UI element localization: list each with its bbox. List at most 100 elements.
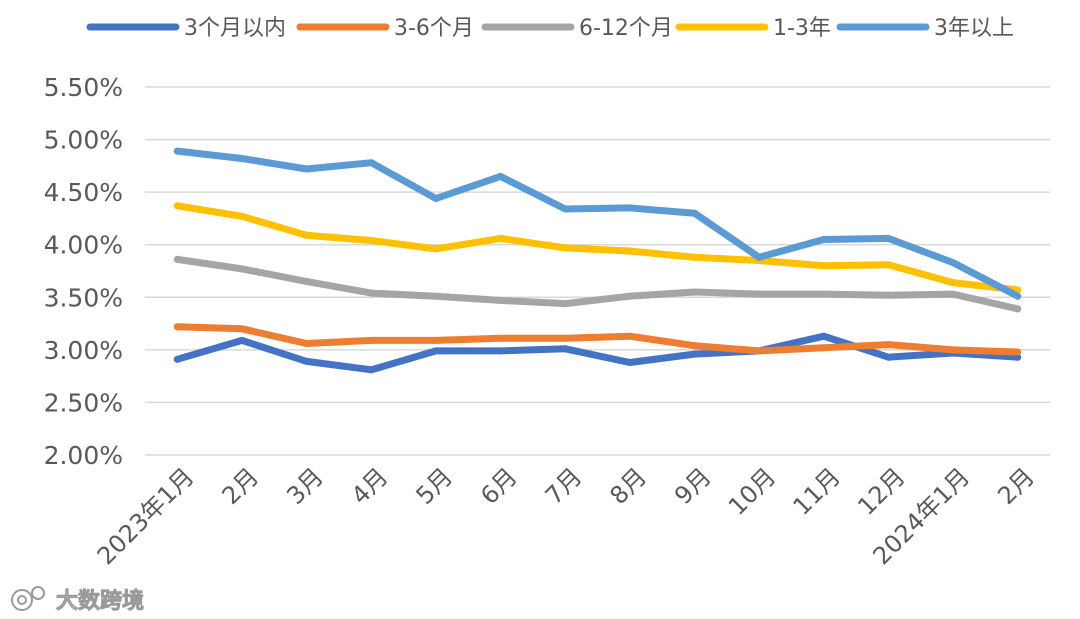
x-tick-label: 11月 (788, 462, 846, 520)
data-point (238, 325, 246, 333)
data-point (173, 323, 181, 331)
data-point (884, 291, 892, 299)
data-point (626, 332, 634, 340)
y-tick-label: 2.50% (44, 388, 123, 417)
data-point (561, 205, 569, 213)
y-tick-label: 3.00% (44, 336, 123, 365)
grid-lines (145, 86, 1050, 456)
data-point (755, 290, 763, 298)
y-tick-label: 2.00% (44, 441, 123, 470)
data-point (949, 259, 957, 267)
series-lines (173, 147, 1022, 374)
data-point (367, 366, 375, 374)
legend-label: 6-12个月 (579, 16, 673, 41)
series-line-5 (173, 147, 1022, 300)
data-point (884, 261, 892, 269)
data-point (690, 288, 698, 296)
x-tick-label: 9月 (669, 462, 717, 510)
data-point (626, 247, 634, 255)
watermark: 大数跨境 (11, 586, 144, 614)
data-point (690, 342, 698, 350)
data-point (173, 255, 181, 263)
data-point (497, 296, 505, 304)
data-point (497, 172, 505, 180)
data-point (884, 353, 892, 361)
data-point (820, 332, 828, 340)
data-point (820, 344, 828, 352)
data-point (561, 244, 569, 252)
data-point (884, 341, 892, 349)
y-tick-label: 5.00% (44, 126, 123, 155)
x-tick-label: 8月 (604, 462, 652, 510)
data-point (1014, 292, 1022, 300)
x-tick-label: 7月 (540, 462, 588, 510)
data-point (432, 336, 440, 344)
data-point (690, 209, 698, 217)
data-point (820, 235, 828, 243)
data-point (303, 278, 311, 286)
data-point (755, 347, 763, 355)
legend: 3个月以内 3-6个月 6-12个月 1-3年 3年以上 (86, 16, 1014, 41)
data-point (238, 154, 246, 162)
data-point (238, 212, 246, 220)
data-point (497, 234, 505, 242)
data-point (497, 334, 505, 342)
x-tick-label: 12月 (852, 462, 910, 520)
data-point (432, 292, 440, 300)
data-point (949, 279, 957, 287)
data-point (367, 289, 375, 297)
data-point (1014, 353, 1022, 361)
data-point (561, 345, 569, 353)
legend-label: 3个月以内 (184, 16, 286, 41)
data-point (173, 147, 181, 155)
data-point (690, 253, 698, 261)
series-line-1 (173, 332, 1022, 374)
x-tick-label: 2023年1月 (92, 462, 200, 570)
data-point (626, 204, 634, 212)
data-point (432, 194, 440, 202)
data-point (755, 253, 763, 261)
data-point (303, 231, 311, 239)
data-point (303, 357, 311, 365)
data-point (432, 347, 440, 355)
y-tick-label: 3.50% (44, 283, 123, 312)
data-point (238, 265, 246, 273)
data-point (949, 290, 957, 298)
legend-label: 3年以上 (934, 16, 1014, 41)
y-tick-label: 5.50% (44, 73, 123, 102)
data-point (561, 300, 569, 308)
x-tick-label: 6月 (475, 462, 523, 510)
watermark-logo-icon (11, 586, 45, 611)
data-point (949, 346, 957, 354)
data-point (497, 347, 505, 355)
x-tick-label: 5月 (411, 462, 459, 510)
data-point (820, 290, 828, 298)
legend-label: 3-6个月 (394, 16, 474, 41)
x-tick-label: 10月 (723, 462, 781, 520)
y-tick-label: 4.50% (44, 178, 123, 207)
data-point (173, 355, 181, 363)
data-point (238, 336, 246, 344)
data-point (561, 334, 569, 342)
data-point (690, 350, 698, 358)
y-tick-label: 4.00% (44, 231, 123, 260)
series-line-3 (173, 255, 1022, 313)
data-point (432, 245, 440, 253)
data-point (303, 340, 311, 348)
series-line-2 (173, 323, 1022, 356)
data-point (626, 292, 634, 300)
watermark-text: 大数跨境 (56, 588, 144, 614)
x-tick-label: 3月 (281, 462, 329, 510)
x-tick-label: 4月 (346, 462, 394, 510)
x-tick-label: 2月 (992, 462, 1040, 510)
data-point (173, 202, 181, 210)
data-point (820, 262, 828, 270)
x-tick-label: 2月 (217, 462, 265, 510)
data-point (1014, 348, 1022, 356)
legend-label: 1-3年 (773, 16, 831, 41)
data-point (367, 237, 375, 245)
data-point (303, 165, 311, 173)
series-line-4 (173, 202, 1022, 294)
data-point (884, 234, 892, 242)
